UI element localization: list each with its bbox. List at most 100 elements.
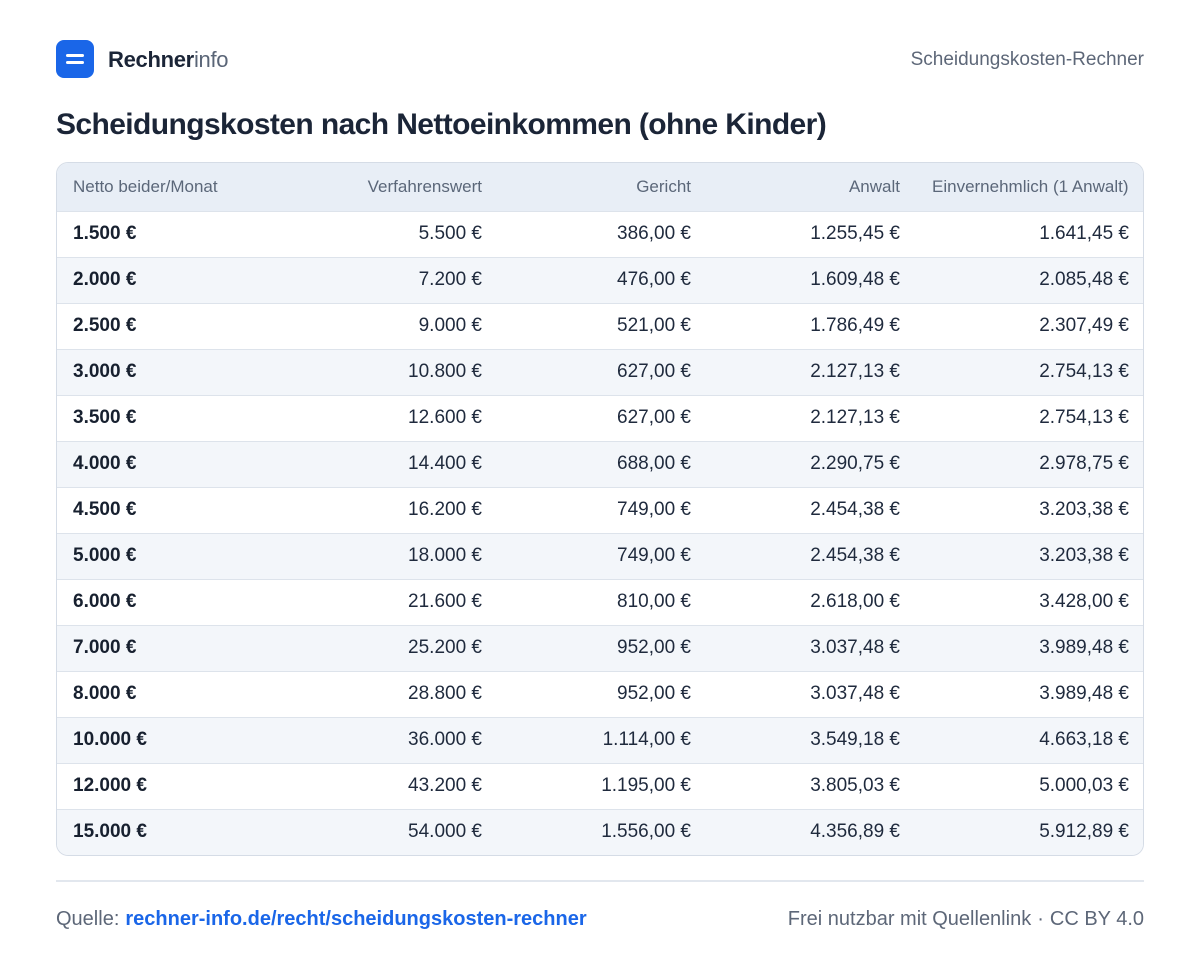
table-row: 2.500 € 9.000 € 521,00 € 1.786,49 € 2.307,49… [57,303,1143,349]
calculator-name: Scheidungskosten-Rechner [910,49,1144,70]
brand-logo-text[interactable]: Rechnerinfo [108,47,229,73]
table-row: 4.500 € 16.200 € 749,00 € 2.454,38 € 3.203,3… [57,487,1143,533]
table-row: 10.000 € 36.000 € 1.114,00 € 3.549,18 € 4.66… [57,717,1143,763]
table-cell: 810,00 € [617,591,691,612]
license-name: CC BY 4.0 [1049,908,1144,930]
table-cell: 627,00 € [617,361,691,382]
table-body: 1.500 € 5.500 € 386,00 € 1.255,45 € 1.641,45… [57,211,1143,855]
calculator-logo-icon[interactable] [56,40,94,78]
table-cell: 54.000 € [408,821,482,843]
table-cell: 3.037,48 € [810,637,900,658]
table-cell: 1.114,00 € [602,729,691,750]
table-cell: 3.203,38 € [1039,545,1129,566]
table-row: 7.000 € 25.200 € 952,00 € 3.037,48 € 3.989,4… [57,625,1143,671]
table-cell: 21.600 € [408,591,482,612]
page-title: Scheidungskosten nach Nettoeinkommen (oh… [56,108,827,141]
table-cell: 3.000 € [73,361,137,382]
table-cell: 952,00 € [617,683,691,704]
cost-table-container: Netto beider/Monat Verfahrenswert Gericht A… [56,162,1144,856]
license-separator: · [1037,908,1044,930]
table-cell: 3.500 € [73,407,137,428]
table-cell: 2.500 € [73,315,137,336]
table-header-row: Netto beider/Monat Verfahrenswert Gericht A… [57,163,1143,211]
table-cell: 7.000 € [73,637,137,658]
table-cell: 5.500 € [418,223,482,244]
source-label: Quelle: [56,908,120,930]
table-cell: 1.641,45 € [1039,223,1129,244]
table-cell: 14.400 € [408,453,482,474]
table-cell: 28.800 € [408,683,482,704]
table-cell: 3.989,48 € [1039,683,1129,704]
table-cell: 12.600 € [408,407,482,428]
table-cell: 386,00 € [617,223,691,244]
table-cell: 1.500 € [73,223,137,244]
cost-table: Netto beider/Monat Verfahrenswert Gericht A… [57,163,1143,855]
table-cell: 5.000 € [73,545,137,566]
table-cell: 952,00 € [617,637,691,658]
table-cell: 2.127,13 € [810,361,900,382]
column-header: Anwalt [848,176,900,196]
table-row: 15.000 € 54.000 € 1.556,00 € 4.356,89 € 5.91… [57,809,1143,855]
column-header: Einvernehmlich (1 Anwalt) [932,176,1129,196]
table-cell: 10.000 € [73,729,147,750]
license-text: Frei nutzbar mit Quellenlink [787,908,1032,930]
table-cell: 749,00 € [617,499,691,520]
table-cell: 12.000 € [73,775,147,796]
table-cell: 5.912,89 € [1039,821,1129,843]
table-cell: 1.195,00 € [601,775,691,796]
table-cell: 2.618,00 € [810,591,900,612]
column-header: Gericht [636,176,691,196]
brand-name-strong: Rechner [108,47,194,72]
table-cell: 2.754,13 € [1039,361,1129,382]
table-row: 3.000 € 10.800 € 627,00 € 2.127,13 € 2.754,1… [57,349,1143,395]
table-cell: 4.356,89 € [810,821,900,843]
table-cell: 476,00 € [617,269,691,290]
table-cell: 8.000 € [73,683,137,704]
column-header: Netto beider/Monat [73,176,218,196]
table-cell: 2.754,13 € [1039,407,1129,428]
table-row: 8.000 € 28.800 € 952,00 € 3.037,48 € 3.989,4… [57,671,1143,717]
table-cell: 7.200 € [418,269,482,290]
table-row: 2.000 € 7.200 € 476,00 € 1.609,48 € 2.085,48… [57,257,1143,303]
table-row: 4.000 € 14.400 € 688,00 € 2.290,75 € 2.978,7… [57,441,1143,487]
table-cell: 2.000 € [73,269,137,290]
table-row: 1.500 € 5.500 € 386,00 € 1.255,45 € 1.641,45… [57,211,1143,257]
table-cell: 2.085,48 € [1039,269,1129,290]
table-cell: 2.307,49 € [1039,315,1129,336]
table-cell: 2.127,13 € [810,407,900,428]
table-row: 6.000 € 21.600 € 810,00 € 2.618,00 € 3.428,0… [57,579,1143,625]
table-cell: 4.663,18 € [1039,729,1129,750]
license-info: Frei nutzbar mit Quellenlink · CC BY 4.0 [788,906,1144,932]
table-cell: 1.786,49 € [810,315,900,336]
table-cell: 3.549,18 € [810,729,900,750]
table-cell: 2.454,38 € [810,545,900,566]
table-cell: 16.200 € [408,499,482,520]
table-cell: 2.454,38 € [810,499,900,520]
table-cell: 9.000 € [418,315,482,336]
page-header: Rechnerinfo Scheidungskosten-Rechner [56,40,1144,78]
table-cell: 2.290,75 € [810,453,900,474]
table-row: 3.500 € 12.600 € 627,00 € 2.127,13 € 2.754,1… [57,395,1143,441]
table-cell: 25.200 € [408,637,482,658]
table-cell: 3.989,48 € [1039,637,1129,658]
table-cell: 1.556,00 € [601,821,691,843]
page-footer: Quelle: rechner-info.de/recht/scheidungsk… [56,906,1144,932]
table-cell: 6.000 € [73,591,137,612]
column-header: Verfahrenswert [367,176,482,196]
table-cell: 749,00 € [617,545,691,566]
table-cell: 2.978,75 € [1039,453,1129,474]
table-cell: 3.428,00 € [1039,591,1129,612]
table-cell: 36.000 € [408,729,482,750]
brand-name-light: info [193,47,229,72]
table-cell: 3.037,48 € [810,683,900,704]
table-cell: 521,00 € [617,315,691,336]
table-cell: 1.609,48 € [810,269,900,290]
table-cell: 688,00 € [617,453,691,474]
table-row: 12.000 € 43.200 € 1.195,00 € 3.805,03 € 5.00… [57,763,1143,809]
table-cell: 4.500 € [73,499,137,520]
table-cell: 4.000 € [73,453,137,474]
source-link[interactable]: rechner-info.de/recht/scheidungskosten-r… [125,908,587,930]
table-cell: 15.000 € [73,821,147,843]
table-cell: 18.000 € [408,545,482,566]
table-cell: 5.000,03 € [1039,775,1129,796]
